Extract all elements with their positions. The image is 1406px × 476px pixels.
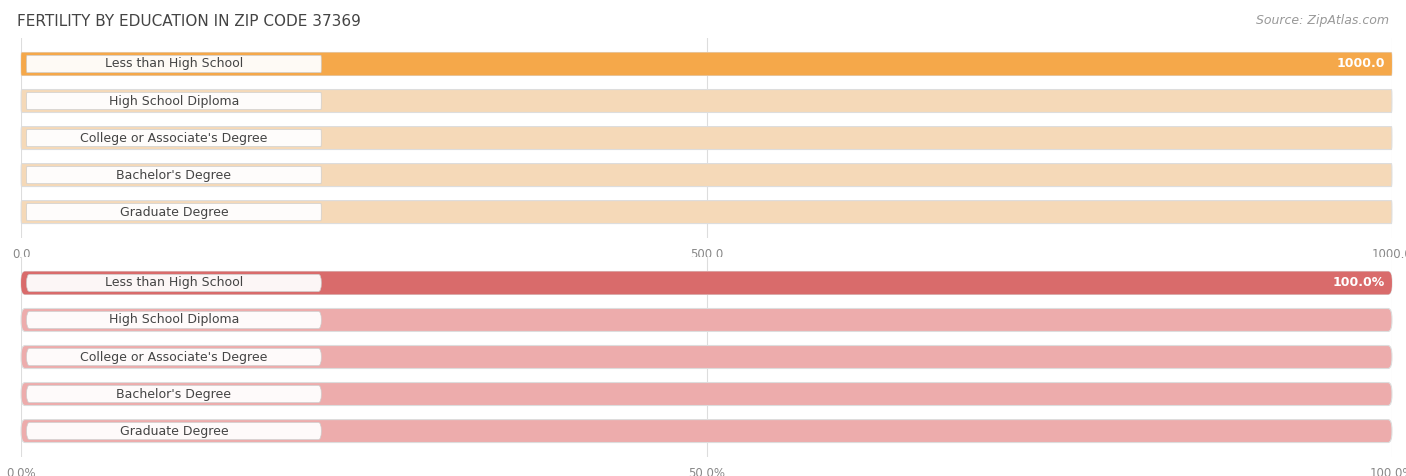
FancyBboxPatch shape: [27, 422, 322, 440]
FancyBboxPatch shape: [27, 129, 322, 147]
Text: High School Diploma: High School Diploma: [108, 314, 239, 327]
Text: Less than High School: Less than High School: [105, 277, 243, 289]
FancyBboxPatch shape: [21, 52, 1392, 76]
FancyBboxPatch shape: [21, 271, 1392, 295]
FancyBboxPatch shape: [21, 383, 1392, 406]
FancyBboxPatch shape: [21, 271, 1392, 295]
FancyBboxPatch shape: [21, 346, 1392, 368]
Text: College or Associate's Degree: College or Associate's Degree: [80, 131, 267, 145]
FancyBboxPatch shape: [27, 167, 322, 184]
Text: FERTILITY BY EDUCATION IN ZIP CODE 37369: FERTILITY BY EDUCATION IN ZIP CODE 37369: [17, 14, 361, 30]
Text: Less than High School: Less than High School: [105, 58, 243, 70]
FancyBboxPatch shape: [21, 419, 1392, 443]
FancyBboxPatch shape: [21, 127, 1392, 149]
Text: College or Associate's Degree: College or Associate's Degree: [80, 350, 267, 364]
FancyBboxPatch shape: [27, 92, 322, 109]
Text: 100.0%: 100.0%: [1333, 277, 1385, 289]
FancyBboxPatch shape: [21, 308, 1392, 331]
FancyBboxPatch shape: [21, 200, 1392, 224]
FancyBboxPatch shape: [27, 348, 322, 366]
FancyBboxPatch shape: [27, 386, 322, 403]
FancyBboxPatch shape: [27, 203, 322, 221]
Text: Bachelor's Degree: Bachelor's Degree: [117, 387, 232, 400]
Text: Bachelor's Degree: Bachelor's Degree: [117, 169, 232, 181]
FancyBboxPatch shape: [21, 52, 1392, 76]
FancyBboxPatch shape: [27, 274, 322, 292]
Text: 1000.0: 1000.0: [1337, 58, 1385, 70]
FancyBboxPatch shape: [27, 311, 322, 328]
Text: High School Diploma: High School Diploma: [108, 95, 239, 108]
FancyBboxPatch shape: [27, 55, 322, 73]
FancyBboxPatch shape: [21, 164, 1392, 187]
Text: Graduate Degree: Graduate Degree: [120, 425, 228, 437]
Text: Graduate Degree: Graduate Degree: [120, 206, 228, 218]
Text: Source: ZipAtlas.com: Source: ZipAtlas.com: [1256, 14, 1389, 27]
FancyBboxPatch shape: [21, 89, 1392, 112]
